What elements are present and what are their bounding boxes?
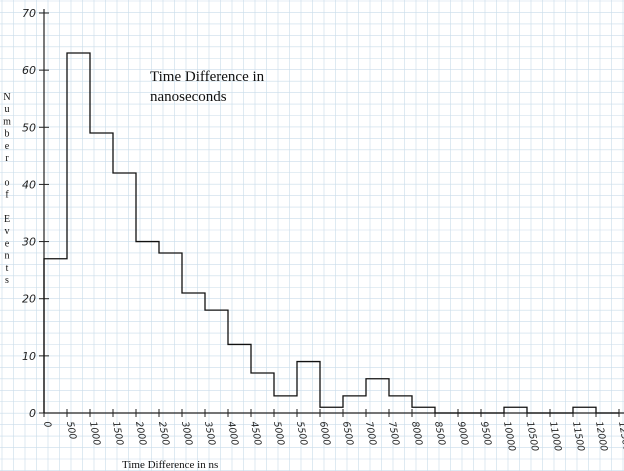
y-axis-label-letter: t <box>6 263 9 274</box>
histogram-bin <box>274 396 297 413</box>
x-axis-label: Time Difference in ns <box>122 459 218 471</box>
y-axis-label-letter: r <box>5 153 9 164</box>
histogram-bin <box>90 133 113 413</box>
y-tick-label: 50 <box>22 121 36 134</box>
y-tick-label: 10 <box>22 350 36 363</box>
histogram-bin <box>136 242 159 413</box>
y-axis-label-letter: f <box>5 190 9 201</box>
y-axis-label-letter: o <box>5 177 10 188</box>
histogram-bin <box>182 293 205 413</box>
y-tick-label: 20 <box>22 293 36 306</box>
y-tick-label: 70 <box>22 7 36 20</box>
y-axis-label-letter: E <box>4 214 10 225</box>
y-axis-label-letter: b <box>5 129 10 140</box>
y-axis-label-letter: v <box>5 226 10 237</box>
y-axis-label-letter: s <box>5 275 9 286</box>
histogram-bin <box>44 259 67 413</box>
y-axis-label-letter: e <box>5 238 10 249</box>
x-tick-label: 0 <box>41 421 53 429</box>
chart-title-line-2: nanoseconds <box>150 89 227 105</box>
histogram-bin <box>504 407 527 413</box>
y-axis-label-letter: m <box>3 116 11 127</box>
histogram-bin <box>113 173 136 413</box>
y-tick-label: 40 <box>22 178 36 191</box>
y-tick-label: 60 <box>22 64 36 77</box>
histogram-bins <box>44 53 596 413</box>
histogram-bin <box>389 396 412 413</box>
histogram-bin <box>297 362 320 413</box>
x-tick-label: 500 <box>64 421 78 441</box>
histogram-bin <box>205 310 228 413</box>
histogram-bin <box>67 53 90 413</box>
histogram-bin <box>573 407 596 413</box>
histogram-bin <box>412 407 435 413</box>
histogram-bin <box>343 396 366 413</box>
y-tick-label: 30 <box>22 236 36 249</box>
y-axis-label-letter: e <box>5 141 10 152</box>
histogram-bin <box>320 407 343 413</box>
chart-title-line-1: Time Difference in <box>150 69 265 85</box>
y-axis-label-letter: u <box>5 104 10 115</box>
y-axis-label-letter: n <box>5 251 10 262</box>
y-axis-label-letter: N <box>3 92 10 103</box>
histogram-outline <box>44 53 619 413</box>
y-tick-label: 0 <box>29 407 36 420</box>
histogram-bin <box>366 379 389 413</box>
y-axis-ticks: 0 10 20 30 40 50 60 70 <box>22 7 49 420</box>
